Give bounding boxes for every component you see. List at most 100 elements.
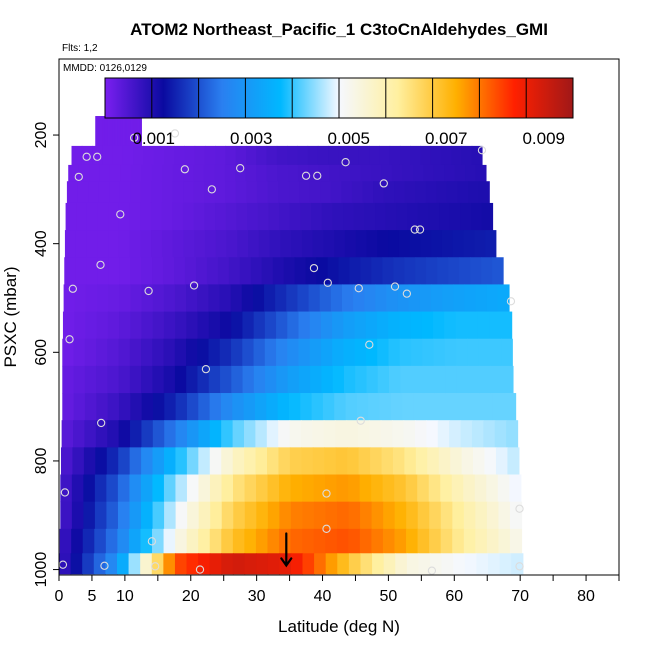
heatmap-cell (288, 181, 300, 204)
heatmap-cell (382, 257, 394, 285)
heatmap-cell (413, 393, 426, 421)
heatmap-cell (287, 338, 300, 367)
heatmap-cell (129, 447, 142, 475)
heatmap-cell (394, 501, 407, 530)
sample-point (180, 165, 189, 174)
heatmap-cell (420, 145, 432, 166)
sample-point (60, 488, 70, 497)
heatmap-cell (63, 284, 76, 312)
heatmap-cell (390, 393, 403, 421)
heatmap-cell (272, 257, 285, 285)
heatmap-cell (464, 284, 477, 312)
heatmap-cell (85, 284, 98, 312)
heatmap-cell (95, 447, 108, 475)
sample-point (195, 565, 205, 574)
heatmap-cell (129, 116, 132, 147)
heatmap-cell (417, 501, 430, 530)
heatmap-cell (507, 447, 520, 475)
heatmap-cell (96, 311, 109, 340)
heatmap-cell (161, 230, 174, 258)
heatmap-cell (439, 202, 451, 231)
heatmap-cell (121, 116, 124, 147)
heatmap-cell (381, 447, 394, 475)
heatmap-cell (68, 164, 80, 182)
heatmap-cell (127, 116, 130, 147)
heatmap-cell (85, 311, 98, 340)
x-tick-label: 10 (116, 588, 134, 605)
heatmap-cell (392, 447, 405, 475)
heatmap-cell (163, 474, 177, 503)
heatmap-cell (488, 553, 501, 575)
heatmap-cell (197, 338, 210, 367)
sample-point (189, 281, 199, 290)
heatmap-cell (442, 284, 454, 312)
heatmap-cell (343, 365, 356, 394)
dates-subtitle: MMDD: 0126,0129 (63, 63, 147, 74)
heatmap-cell (463, 474, 476, 503)
heatmap-cell (71, 145, 83, 166)
heatmap-cell (198, 553, 211, 575)
heatmap-cell (332, 365, 345, 394)
heatmap-cell (233, 474, 246, 503)
heatmap-cell (300, 393, 313, 421)
heatmap-cell (122, 145, 134, 166)
sample-point (116, 210, 125, 219)
heatmap-cell (498, 501, 511, 530)
heatmap-cell (344, 230, 357, 258)
heatmap-cell (105, 553, 118, 575)
heatmap-cell (486, 501, 500, 530)
heatmap-cell (175, 474, 188, 503)
heatmap-cell (334, 393, 347, 421)
heatmap-cell (256, 164, 268, 182)
heatmap-cell (242, 365, 255, 394)
heatmap-cell (94, 474, 107, 503)
heatmap-cell (444, 338, 457, 367)
heatmap-cell (198, 420, 211, 448)
heatmap-cell (370, 447, 383, 475)
heatmap-cell (84, 420, 97, 448)
heatmap-cell (339, 164, 351, 182)
heatmap-cell (451, 145, 463, 166)
colorbar-tick-label: 0.009 (522, 129, 565, 148)
heatmap-cell (140, 230, 152, 258)
heatmap-cell (501, 338, 513, 367)
heatmap-cell (440, 528, 453, 554)
heatmap-cell (153, 145, 165, 166)
heatmap-cell (302, 474, 315, 503)
heatmap-cell (88, 181, 100, 204)
heatmap-cell (415, 181, 427, 204)
heatmap-cell (62, 393, 75, 421)
heatmap-cell (209, 420, 222, 448)
heatmap-cells (59, 116, 524, 575)
heatmap-cell (84, 338, 97, 367)
heatmap-cell (377, 365, 390, 394)
heatmap-cell (186, 393, 199, 421)
heatmap-cell (247, 202, 259, 231)
heatmap-cell (130, 181, 142, 204)
heatmap-cell (197, 365, 210, 394)
heatmap-cell (186, 284, 198, 312)
heatmap-cell (220, 365, 232, 394)
heatmap-cell (276, 311, 288, 340)
heatmap-cell (300, 202, 312, 231)
heatmap-cell (239, 257, 252, 285)
heatmap-cell (117, 116, 119, 147)
heatmap-cell (231, 365, 244, 394)
heatmap-cell (345, 393, 358, 421)
heatmap-cell (141, 447, 154, 475)
heatmap-cell (120, 164, 132, 182)
heatmap-cell (395, 553, 408, 575)
heatmap-cell (152, 338, 165, 367)
heatmap-cell (255, 447, 268, 475)
heatmap-cell (175, 393, 188, 421)
heatmap-cell (348, 528, 361, 554)
heatmap-cell (421, 311, 434, 340)
heatmap-cell (108, 230, 120, 258)
heatmap-cell (456, 365, 469, 394)
heatmap-cell (208, 284, 221, 312)
x-axis-ticks: 0 5 10 20 30 40 50 60 70 80 (55, 575, 620, 605)
heatmap-cell (106, 116, 109, 147)
heatmap-cell (120, 116, 123, 147)
sample-point (207, 185, 216, 194)
heatmap-cell (135, 116, 138, 147)
